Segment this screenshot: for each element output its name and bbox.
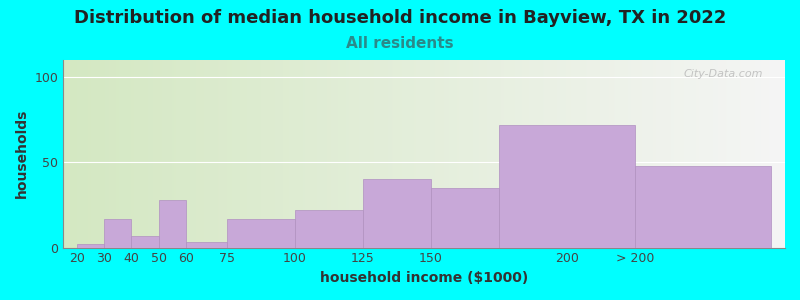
Bar [431, 188, 499, 248]
Text: All residents: All residents [346, 36, 454, 51]
Bar [186, 242, 226, 247]
Bar [131, 236, 158, 247]
Bar [226, 219, 294, 247]
Bar [77, 244, 104, 248]
Text: City-Data.com: City-Data.com [684, 69, 763, 80]
Bar [294, 210, 363, 248]
X-axis label: household income ($1000): household income ($1000) [320, 271, 528, 285]
Bar [363, 179, 431, 248]
Y-axis label: households: households [15, 109, 29, 199]
Bar [104, 219, 131, 247]
Bar [635, 166, 771, 248]
Bar [158, 200, 186, 248]
Text: Distribution of median household income in Bayview, TX in 2022: Distribution of median household income … [74, 9, 726, 27]
Bar [499, 125, 635, 248]
